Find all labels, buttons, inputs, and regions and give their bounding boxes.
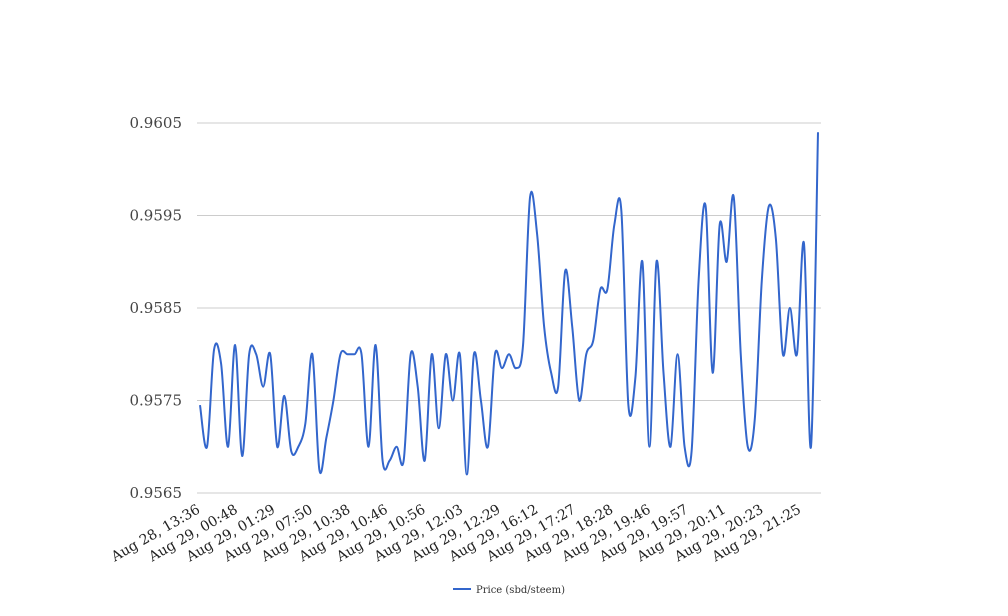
y-axis-ticks: 0.9565 0.9575 0.9585 0.9595 0.9605 bbox=[130, 114, 183, 502]
legend-label: Price (sbd/steem) bbox=[476, 585, 565, 596]
series-line-price bbox=[199, 132, 819, 476]
legend: Price (sbd/steem) bbox=[453, 585, 565, 596]
series-layer bbox=[199, 132, 819, 476]
gridlines bbox=[197, 122, 821, 494]
y-tick-label: 0.9595 bbox=[130, 207, 183, 225]
y-tick-label: 0.9605 bbox=[130, 114, 183, 132]
y-tick-label: 0.9565 bbox=[130, 484, 183, 502]
y-tick-label: 0.9575 bbox=[130, 392, 183, 410]
y-tick-label: 0.9585 bbox=[130, 299, 183, 317]
